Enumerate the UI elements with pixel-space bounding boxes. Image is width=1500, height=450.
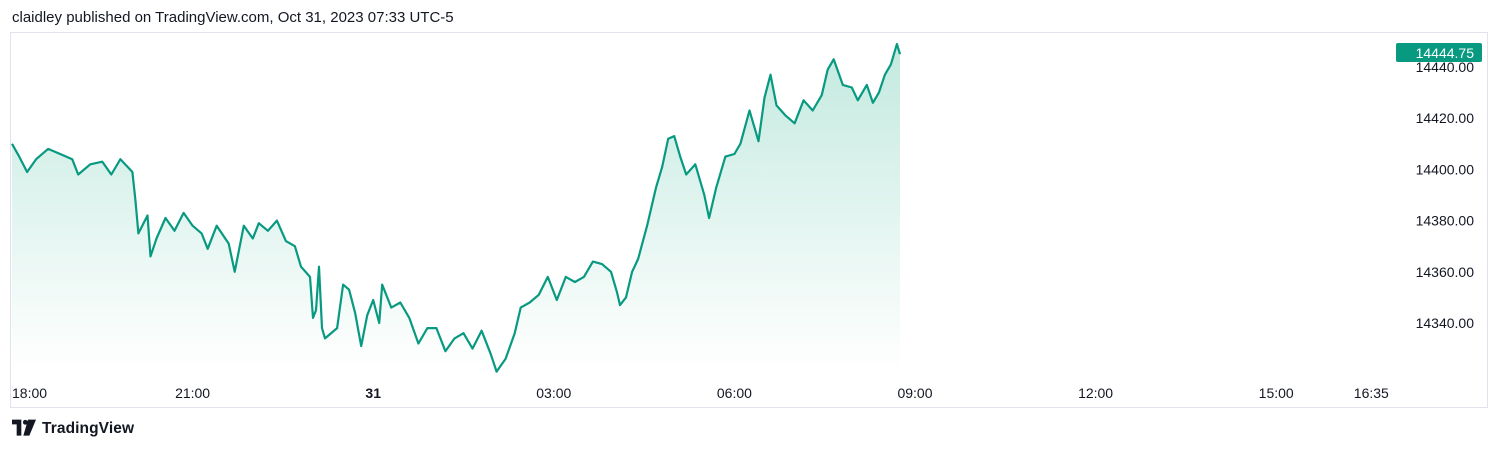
x-tick-label: 06:00 [717,385,752,401]
footer: TradingView [12,419,134,439]
publish-header: claidley published on TradingView.com, O… [12,9,454,26]
y-tick-label: 14380.00 [1416,213,1475,229]
x-tick-label: 31 [365,385,381,401]
x-tick-label: 16:35 [1354,385,1389,401]
last-price-tag [1396,43,1482,62]
y-tick-label: 14440.00 [1416,59,1475,75]
chart-frame [10,32,1488,408]
x-tick-label: 18:00 [12,385,47,401]
y-tick-label: 14400.00 [1416,161,1475,177]
x-tick-label: 15:00 [1259,385,1294,401]
footer-brand[interactable]: TradingView [42,420,135,437]
tradingview-logo-icon[interactable] [12,419,36,439]
y-tick-label: 14340.00 [1416,315,1475,331]
price-series-line[interactable] [11,42,902,373]
y-tick-label: 14420.00 [1416,110,1475,126]
x-tick-label: 09:00 [897,385,932,401]
last-price-label: 14444.75 [1416,45,1475,61]
y-tick-label: 14360.00 [1416,264,1475,280]
x-tick-label: 12:00 [1078,385,1113,401]
x-tick-label: 21:00 [175,385,210,401]
price-area-fill [12,44,900,372]
x-tick-label: 03:00 [536,385,571,401]
